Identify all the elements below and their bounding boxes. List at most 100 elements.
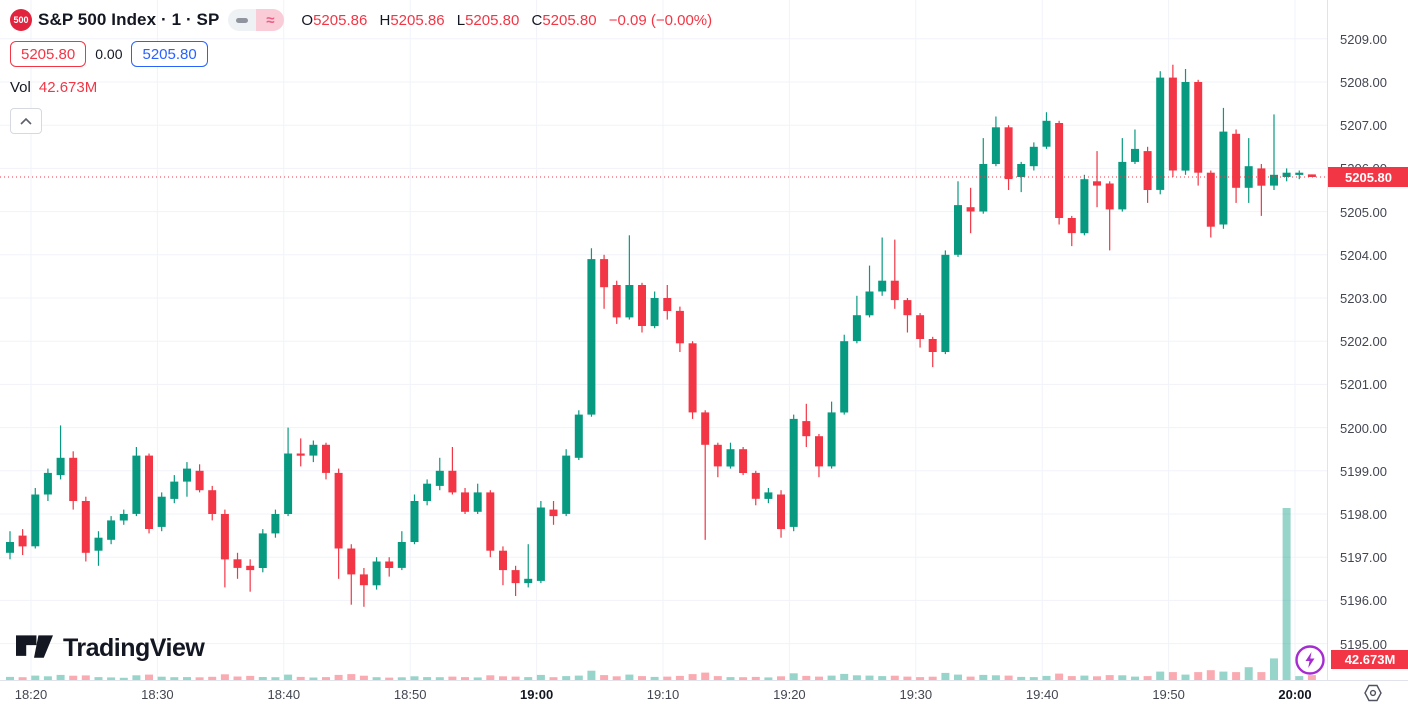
volume-bar: [435, 677, 444, 680]
lightning-icon: [1295, 645, 1325, 675]
volume-bar: [524, 677, 533, 680]
candle-body: [1004, 127, 1013, 180]
volume-bar: [81, 675, 90, 680]
volume-bar: [979, 674, 988, 680]
candle-body: [284, 453, 293, 514]
symbol-title[interactable]: S&P 500 Index · 1 · SP: [38, 10, 220, 29]
price-tick-label: 5201.00: [1340, 377, 1387, 393]
volume-bar: [1004, 675, 1013, 680]
volume-bar: [1270, 658, 1278, 680]
volume-bar: [1055, 673, 1064, 680]
volume-bar: [903, 676, 912, 680]
volume-bar: [1244, 667, 1253, 680]
candle-body: [1295, 172, 1304, 175]
collapse-legend-button[interactable]: [10, 108, 42, 134]
candle-body: [246, 565, 255, 571]
market-status-toggle[interactable]: ≈: [228, 9, 285, 31]
high-value: 5205.86: [390, 11, 445, 29]
price-tick-label: 5197.00: [1340, 550, 1387, 566]
candle-body: [890, 280, 899, 301]
approx-toggle-icon[interactable]: ≈: [256, 9, 285, 31]
low-value: 5205.80: [465, 11, 520, 29]
time-axis[interactable]: 18:20 18:30 18:40 18:50 19:00 19:10 19:20 19:30…: [0, 680, 1408, 708]
volume-label: Vol: [10, 79, 31, 96]
time-tick-label: 18:40: [267, 687, 301, 702]
candle-body: [827, 412, 836, 467]
volume-bar: [878, 676, 887, 680]
volume-bar: [1181, 674, 1190, 680]
tradingview-logo-icon: [16, 634, 53, 658]
candle-body: [903, 300, 912, 316]
price-tick-label: 5208.00: [1340, 75, 1387, 90]
candle-body: [1270, 174, 1278, 186]
price-chart-canvas[interactable]: [0, 0, 1327, 680]
candle-body: [1206, 172, 1215, 227]
candle-body: [94, 537, 103, 551]
candle-body: [536, 507, 545, 581]
symbol-header-row: 500 S&P 500 Index · 1 · SP ≈ O5205.86 H5…: [10, 8, 712, 32]
candle-body: [688, 343, 697, 413]
buy-price-button[interactable]: 5205.80: [131, 41, 208, 67]
price-tick-label: 5209.00: [1340, 31, 1387, 47]
candle-body: [1219, 131, 1228, 225]
minus-toggle-icon[interactable]: [228, 9, 257, 31]
volume-bar: [1194, 672, 1203, 680]
candle-body: [726, 449, 735, 467]
volume-bar: [271, 677, 280, 680]
volume-bar: [1168, 672, 1177, 680]
volume-bar: [322, 677, 330, 680]
candle-body: [840, 341, 849, 413]
volume-bar: [713, 676, 722, 680]
candle-body: [31, 494, 40, 547]
sell-price-button[interactable]: 5205.80: [10, 41, 87, 67]
candle-body: [954, 205, 962, 255]
volume-bar: [309, 677, 318, 680]
timezone-settings-button[interactable]: [1358, 681, 1388, 705]
volume-bar: [928, 676, 937, 680]
volume-bar: [1257, 672, 1266, 680]
chart-legend: 500 S&P 500 Index · 1 · SP ≈ O5205.86 H5…: [10, 8, 712, 134]
price-tick-label: 5203.00: [1340, 291, 1387, 306]
volume-bar: [663, 676, 672, 680]
volume-bar: [600, 675, 609, 680]
trade-buttons-row: 5205.80 0.00 5205.80: [10, 41, 712, 67]
volume-bar: [1156, 671, 1165, 680]
volume-bar: [701, 672, 710, 680]
time-tick-label: 19:50: [1152, 687, 1185, 702]
volume-bar: [840, 673, 849, 680]
volume-badge: 42.673M: [1331, 650, 1408, 669]
volume-bar: [852, 675, 861, 680]
boost-button[interactable]: [1294, 644, 1326, 681]
candle-body: [1131, 148, 1139, 162]
candle-body: [18, 535, 27, 547]
volume-bar: [473, 677, 482, 680]
candle-body: [751, 472, 760, 499]
candle-body: [562, 455, 571, 514]
volume-bar: [1093, 676, 1101, 680]
volume-bar: [511, 676, 520, 680]
volume-bar: [966, 676, 975, 680]
price-axis[interactable]: 5209.005208.005207.005206.005205.005204.…: [1327, 0, 1408, 680]
volume-bar: [499, 676, 507, 680]
candle-body: [764, 492, 773, 499]
candle-body: [789, 418, 798, 527]
candle-body: [852, 315, 861, 342]
candle-body: [941, 254, 950, 352]
volume-bar: [220, 674, 229, 680]
tradingview-logo[interactable]: TradingView: [16, 634, 205, 663]
volume-bar: [815, 676, 823, 680]
volume-bar: [31, 675, 40, 680]
volume-bar: [258, 677, 267, 680]
price-tick-label: 5200.00: [1340, 420, 1387, 436]
candle-body: [1168, 77, 1177, 171]
candle-body: [132, 455, 141, 514]
price-tick-label: 5198.00: [1340, 507, 1387, 522]
time-tick-label: 18:30: [141, 687, 174, 702]
volume-bar: [195, 677, 204, 680]
time-tick-label: 18:20: [14, 687, 48, 702]
candle-body: [461, 492, 469, 512]
volume-bar: [183, 677, 191, 680]
candle-body: [208, 490, 217, 514]
candle-body: [612, 285, 621, 318]
candle-body: [625, 285, 634, 318]
